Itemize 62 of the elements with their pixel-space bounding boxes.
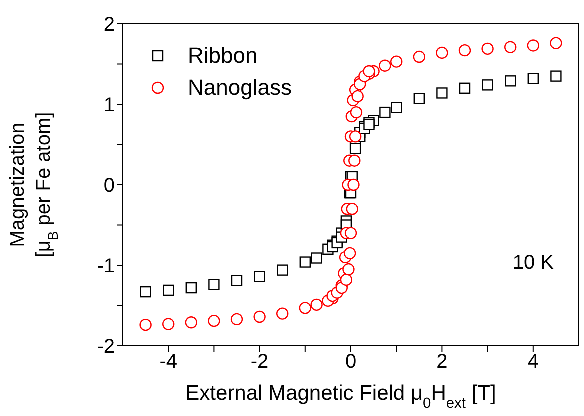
- x-tick-label: 4: [528, 351, 539, 374]
- point: [230, 313, 244, 326]
- point: [350, 143, 362, 154]
- point: [208, 279, 220, 290]
- point: [528, 73, 539, 84]
- point: [254, 271, 266, 282]
- point: [380, 106, 391, 118]
- point: [505, 76, 516, 87]
- point: [391, 102, 402, 114]
- point: [310, 298, 323, 312]
- point: [186, 282, 197, 294]
- point: [340, 274, 353, 286]
- legend-label: Nanoglass: [188, 74, 292, 102]
- point: [163, 284, 174, 296]
- point: [299, 302, 312, 314]
- x-tick-label: -2: [250, 351, 269, 374]
- y-tick-label: -1: [97, 256, 115, 278]
- point: [482, 42, 494, 56]
- point: [300, 256, 311, 268]
- point: [348, 178, 360, 192]
- point: [349, 130, 362, 143]
- point: [459, 82, 471, 94]
- x-tick-label: 0: [345, 351, 357, 374]
- annotation: 10 K: [512, 252, 554, 275]
- point: [162, 318, 175, 330]
- point: [140, 318, 152, 332]
- point: [390, 56, 403, 68]
- x-axis-title: External Magnetic Field μ$_{0}$H$_{ext}$ [T]: [186, 382, 496, 412]
- point: [342, 263, 355, 276]
- point: [379, 60, 392, 72]
- point: [231, 275, 243, 286]
- point: [254, 310, 266, 324]
- y-tick-label: 1: [104, 94, 115, 117]
- point: [436, 88, 448, 99]
- point: [185, 316, 198, 329]
- legend-label: Ribbon: [188, 42, 258, 70]
- point: [482, 80, 494, 91]
- point: [350, 106, 363, 119]
- point: [363, 65, 376, 78]
- point: [504, 41, 517, 54]
- point: [140, 286, 152, 298]
- point: [277, 264, 288, 276]
- point: [344, 247, 356, 260]
- point: [208, 314, 220, 328]
- point: [276, 308, 289, 320]
- point: [436, 46, 448, 60]
- y-tick-label: 2: [104, 14, 115, 36]
- point: [527, 40, 540, 52]
- point: [352, 90, 364, 103]
- x-tick-label: 2: [436, 351, 448, 374]
- point: [413, 50, 426, 64]
- point: [550, 70, 562, 82]
- y-tick-label: -2: [97, 336, 115, 358]
- point: [414, 93, 425, 104]
- point: [311, 252, 322, 264]
- point: [344, 227, 358, 240]
- point: [458, 44, 472, 57]
- y-tick-label: 0: [104, 175, 115, 198]
- point: [346, 203, 358, 216]
- point: [550, 37, 562, 50]
- x-tick-label: -4: [160, 351, 178, 374]
- point: [348, 154, 361, 167]
